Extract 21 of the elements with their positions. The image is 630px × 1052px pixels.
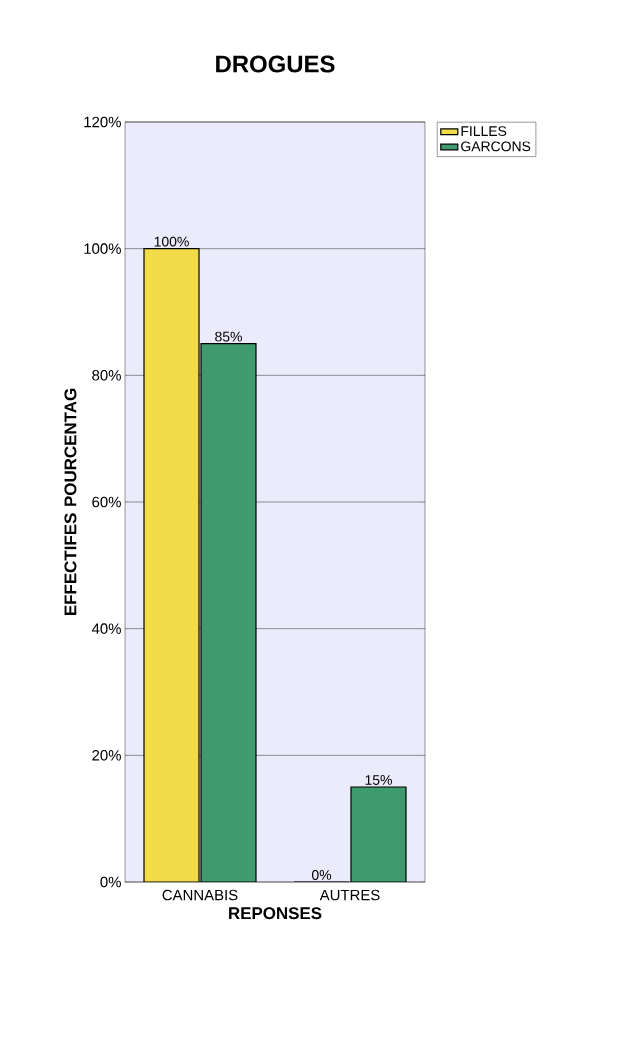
y-tick-label: 120% xyxy=(84,116,121,128)
legend-label: FILLES xyxy=(461,126,507,137)
data-label: 15% xyxy=(365,775,392,785)
chart-title: DROGUES xyxy=(216,55,335,73)
y-tick-label: 60% xyxy=(92,496,121,508)
data-label: 100% xyxy=(154,236,189,247)
bar xyxy=(201,343,256,882)
data-label: 0% xyxy=(311,870,332,880)
bar xyxy=(350,786,407,882)
y-tick-label: 20% xyxy=(92,750,121,761)
x-tick-label: CANNABIS xyxy=(162,889,238,901)
x-axis-title: REPONSES xyxy=(229,907,322,920)
y-tick-label: 80% xyxy=(92,370,121,381)
bar xyxy=(144,248,199,882)
data-label: 85% xyxy=(215,331,242,342)
y-axis-title: EFFECTIFES POURCENTAG xyxy=(64,388,77,616)
y-tick-label: 40% xyxy=(91,623,121,634)
y-tick-label: 100% xyxy=(84,243,121,254)
legend-label: GARCONS xyxy=(461,141,531,152)
y-tick-label: 0% xyxy=(100,876,121,888)
x-tick-label: AUTRES xyxy=(319,889,380,901)
